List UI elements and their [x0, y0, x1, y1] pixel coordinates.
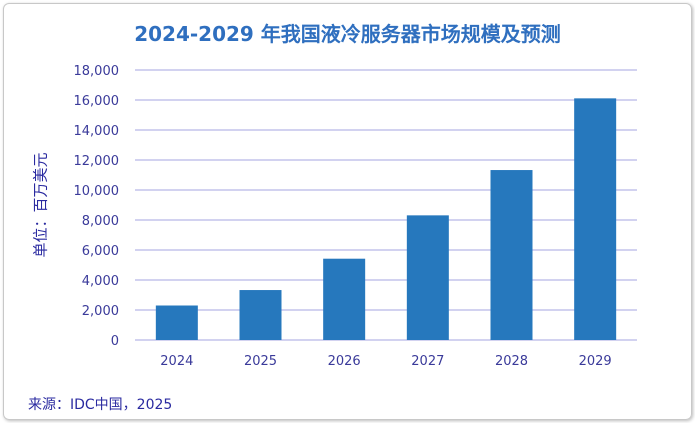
x-tick-label: 2026	[328, 354, 361, 369]
y-tick-label: 14,000	[74, 124, 120, 139]
y-tick-label: 18,000	[74, 64, 120, 79]
bar-2025	[239, 290, 282, 340]
bar-2027	[406, 215, 449, 340]
x-tick-label: 2028	[495, 354, 528, 369]
chart-title: 2024-2029 年我国液冷服务器市场规模及预测	[134, 22, 561, 46]
y-tick-label: 10,000	[74, 184, 120, 199]
y-tick-label: 12,000	[74, 154, 120, 169]
source-note: 来源：IDC中国，2025	[28, 397, 173, 413]
chart-frame	[3, 3, 692, 420]
y-tick-label: 6,000	[82, 244, 119, 259]
x-tick-label: 2024	[160, 354, 193, 369]
x-tick-label: 2025	[244, 354, 277, 369]
y-tick-label: 4,000	[82, 274, 119, 289]
y-tick-label: 0	[111, 334, 119, 349]
bar-2029	[574, 98, 617, 340]
bar-2028	[490, 170, 533, 340]
x-tick-label: 2029	[579, 354, 612, 369]
bar-2026	[323, 258, 366, 340]
bar-2024	[155, 305, 198, 340]
y-tick-label: 8,000	[82, 214, 119, 229]
y-tick-label: 2,000	[82, 304, 119, 319]
x-tick-label: 2027	[411, 354, 444, 369]
y-tick-label: 16,000	[74, 94, 120, 109]
